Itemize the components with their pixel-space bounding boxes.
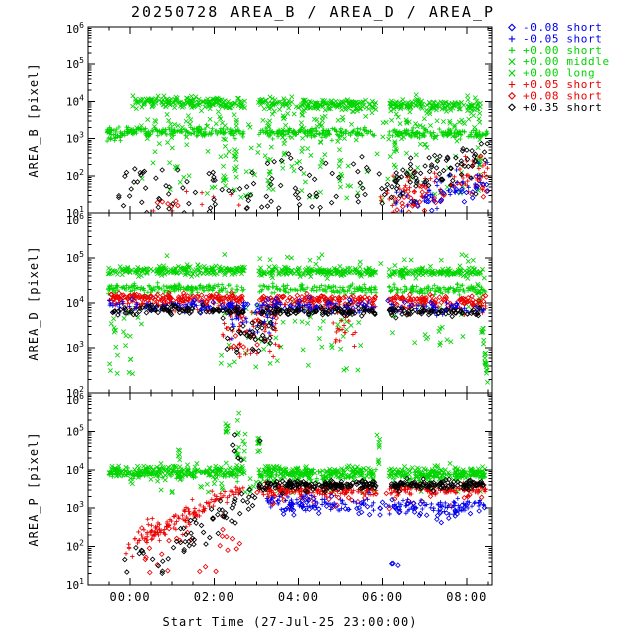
legend-marker-diamond-icon [508, 23, 516, 32]
xtick-label: 00:00 [110, 590, 151, 604]
series--0-00-short [107, 465, 486, 486]
legend: -0.08 short-0.05 short+0.00 short+0.00 m… [508, 21, 610, 114]
series--0-00-short [104, 122, 490, 144]
legend-entry-label: +0.05 short [523, 78, 602, 91]
ytick-label: 105 [66, 250, 84, 265]
ytick-label: 106 [66, 392, 84, 407]
panel-data-area_p [106, 410, 488, 577]
series--0-00-long [134, 100, 484, 205]
legend-marker-plus-icon [508, 35, 516, 43]
series--0-00-middle [130, 92, 483, 130]
ytick-label: 103 [66, 131, 84, 146]
plot-title: 20250728 AREA_B / AREA_D / AREA_P [131, 3, 495, 21]
series--0-00-middle [105, 251, 491, 385]
axes-layer: 1011021031041051061021031041051061011021… [66, 21, 493, 604]
legend-entry-label: +0.35 short [523, 101, 602, 114]
xtick-label: 06:00 [362, 590, 403, 604]
xtick-label: 02:00 [194, 590, 235, 604]
legend-marker-plus-icon [508, 81, 516, 88]
ytick-label: 104 [66, 295, 84, 310]
ytick-label: 105 [66, 56, 84, 71]
legend-marker-diamond-icon [508, 91, 516, 100]
series--0-08-short [269, 493, 488, 569]
series--0-35-short [115, 140, 491, 213]
panel-data-area_b [104, 92, 491, 213]
legend-marker-cross-icon [508, 58, 516, 66]
panel-axes-area_p: 101 102 103 104 105 106 00:00 02:00 04:00 06:00 08… [66, 392, 493, 604]
ytick-label: 105 [66, 423, 84, 438]
legend-marker-plus-icon [508, 47, 516, 54]
ytick-label: 106 [66, 21, 84, 36]
series--0-08-short [108, 289, 489, 350]
legend-entry-label: -0.08 short [523, 21, 602, 34]
legend-entry-label: -0.05 short [523, 32, 602, 45]
legend-entry-label: +0.08 short [523, 89, 602, 102]
legend-entry-label: +0.00 middle [523, 55, 610, 68]
xtick-label: 04:00 [278, 590, 319, 604]
ylabel-area-p: AREA_P [pixel] [27, 431, 41, 546]
legend-entry-label: +0.00 short [523, 44, 602, 57]
legend-entry-label: +0.00 long [523, 67, 595, 80]
series--0-35-short [121, 432, 487, 577]
ytick-label: 102 [66, 168, 84, 183]
panel-data-area_d [105, 251, 491, 385]
xaxis-label: Start Time (27-Jul-25 23:00:00) [163, 615, 418, 629]
legend-marker-cross-icon [508, 69, 516, 77]
ytick-label: 102 [66, 539, 84, 554]
series--0-35-short [109, 301, 483, 356]
ytick-label: 101 [66, 577, 84, 592]
ytick-label: 104 [66, 462, 84, 477]
xtick-label: 08:00 [446, 590, 487, 604]
ytick-label: 103 [66, 340, 84, 355]
ylabel-area-b: AREA_B [pixel] [27, 62, 41, 177]
ylabel-area-d: AREA_D [pixel] [27, 245, 41, 360]
ytick-label: 103 [66, 500, 84, 515]
scatter-data-layer [104, 92, 491, 577]
ytick-label: 104 [66, 93, 84, 108]
series--0-00-short [105, 280, 488, 298]
ytick-label: 106 [66, 212, 84, 227]
legend-marker-diamond-icon [508, 103, 516, 112]
